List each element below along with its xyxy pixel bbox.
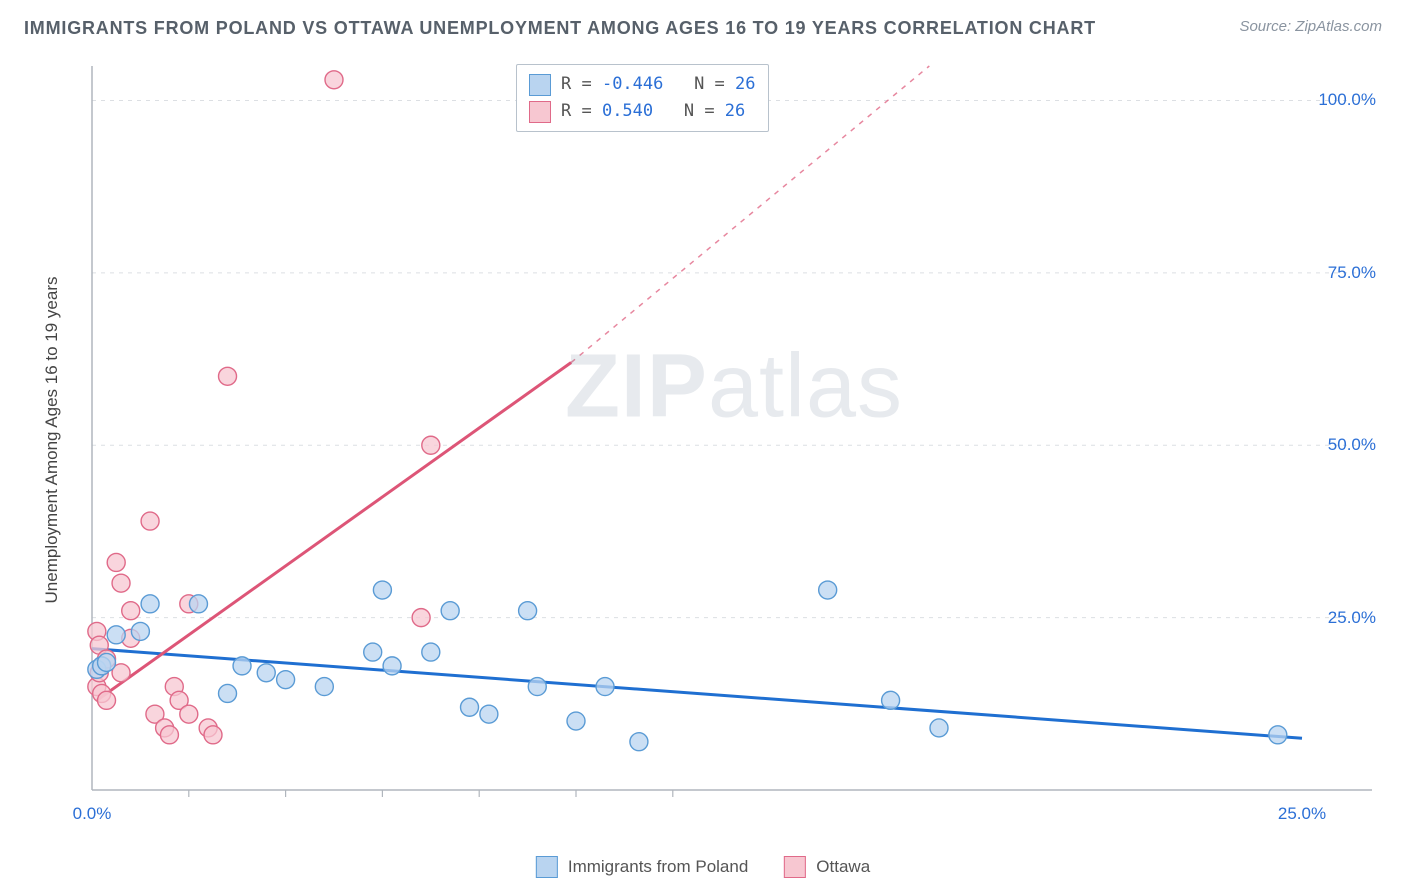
correlation-legend: R = -0.446 N = 26R = 0.540 N = 26 xyxy=(516,64,769,132)
legend-item-poland: Immigrants from Poland xyxy=(536,856,748,878)
legend-label-poland: Immigrants from Poland xyxy=(568,857,748,877)
scatter-plot: ZIPatlas R = -0.446 N = 26R = 0.540 N = … xyxy=(86,60,1382,820)
source-attribution: Source: ZipAtlas.com xyxy=(1239,18,1382,35)
chart-area: Unemployment Among Ages 16 to 19 years Z… xyxy=(52,60,1382,820)
legend-item-ottawa: Ottawa xyxy=(784,856,870,878)
legend-label-ottawa: Ottawa xyxy=(816,857,870,877)
correlation-row: R = 0.540 N = 26 xyxy=(529,98,756,125)
y-tick-label: 100.0% xyxy=(1318,90,1376,110)
correlation-swatch xyxy=(529,74,551,96)
y-tick-label: 50.0% xyxy=(1328,435,1376,455)
y-axis-label: Unemployment Among Ages 16 to 19 years xyxy=(42,277,62,604)
legend-swatch-ottawa xyxy=(784,856,806,878)
x-tick-label: 25.0% xyxy=(1278,804,1326,824)
correlation-swatch xyxy=(529,101,551,123)
chart-title: IMMIGRANTS FROM POLAND VS OTTAWA UNEMPLO… xyxy=(24,18,1096,39)
correlation-row: R = -0.446 N = 26 xyxy=(529,71,756,98)
x-tick-label: 0.0% xyxy=(73,804,112,824)
legend-swatch-poland xyxy=(536,856,558,878)
series-legend: Immigrants from Poland Ottawa xyxy=(536,856,870,878)
y-tick-label: 25.0% xyxy=(1328,608,1376,628)
y-tick-label: 75.0% xyxy=(1328,263,1376,283)
